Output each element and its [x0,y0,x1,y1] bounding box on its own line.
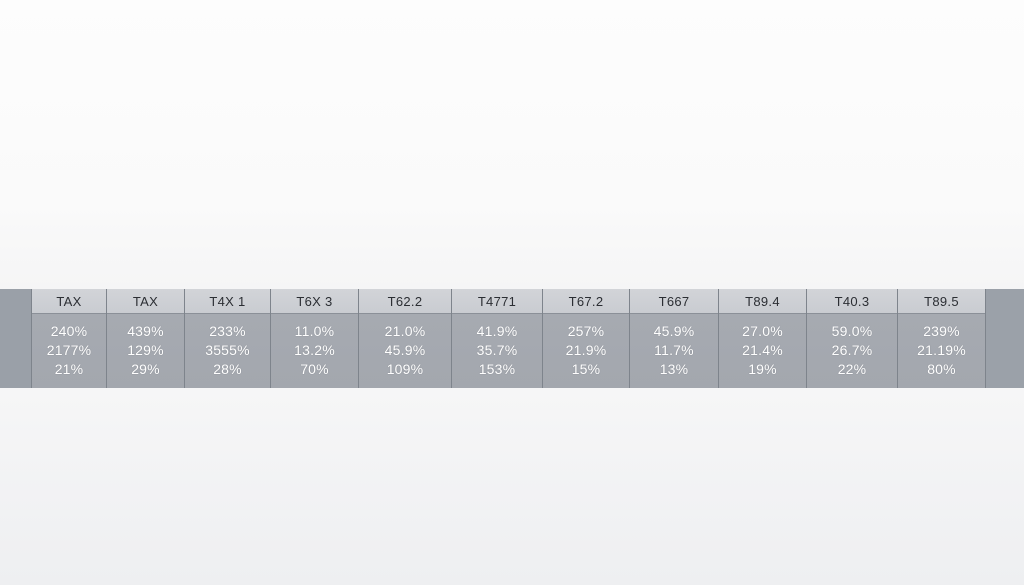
table-cell: 27.0% [742,323,783,339]
table-cell: 13.2% [294,342,335,358]
table-cell: 439% [127,323,164,339]
table-cell: 26.7% [831,342,873,358]
column-header: TAX [32,289,106,314]
column-header: T4X 1 [185,289,270,314]
table-cell: 21.4% [742,342,783,358]
column-body: 257% 21.9% 15% [543,314,629,388]
table-cell: 59.0% [831,323,873,339]
band-right-edge [986,289,1024,388]
column-body: 21.0% 45.9% 109% [359,314,451,388]
column-header: T62.2 [359,289,451,314]
table-column: T667 45.9% 11.7% 13% [630,289,719,388]
table-cell: 13% [659,361,689,377]
table-cell: 41.9% [476,323,518,339]
table-column: T89.5 239% 21.19% 80% [898,289,986,388]
table-column: T62.2 21.0% 45.9% 109% [359,289,452,388]
page-background-top [0,0,1024,289]
table-column: T6X 3 11.0% 13.2% 70% [271,289,359,388]
table-cell: 45.9% [384,342,426,358]
table-cell: 11.0% [294,323,335,339]
table-cell: 28% [213,361,242,377]
table-column: TAX 439% 129% 29% [107,289,185,388]
column-header: T89.4 [719,289,806,314]
table-cell: 3555% [205,342,250,358]
column-body: 233% 3555% 28% [185,314,270,388]
table-column: T40.3 59.0% 26.7% 22% [807,289,898,388]
table-cell: 233% [209,323,246,339]
page-background-bottom [0,388,1024,585]
column-header: T89.5 [898,289,985,314]
table-column: T4771 41.9% 35.7% 153% [452,289,543,388]
column-body: 439% 129% 29% [107,314,184,388]
table-column: T67.2 257% 21.9% 15% [543,289,630,388]
column-body: 41.9% 35.7% 153% [452,314,542,388]
column-header: T6X 3 [271,289,358,314]
table-column: TAX 240% 2177% 21% [32,289,107,388]
table-cell: 19% [748,361,777,377]
table-cell: 35.7% [476,342,518,358]
table-cell: 45.9% [653,323,695,339]
table-cell: 2177% [46,342,92,358]
column-header: T67.2 [543,289,629,314]
table-cell: 70% [300,361,329,377]
column-body: 45.9% 11.7% 13% [630,314,718,388]
column-header: T40.3 [807,289,897,314]
column-body: 11.0% 13.2% 70% [271,314,358,388]
table-column: T89.4 27.0% 21.4% 19% [719,289,807,388]
table-cell: 11.7% [654,342,694,358]
table-cell: 80% [927,361,956,377]
table-cell: 21.0% [384,323,426,339]
band-left-edge [0,289,31,388]
column-body: 240% 2177% 21% [32,314,106,388]
column-body: 239% 21.19% 80% [898,314,985,388]
tax-table: TAX 240% 2177% 21% TAX 439% 129% 29% T4X… [31,289,987,388]
column-header: T667 [630,289,718,314]
table-cell: 29% [131,361,160,377]
table-cell: 129% [127,342,164,358]
table-cell: 21.19% [917,342,966,358]
table-cell: 240% [50,323,88,339]
table-cell: 239% [923,323,960,339]
table-column: T4X 1 233% 3555% 28% [185,289,271,388]
column-header: TAX [107,289,184,314]
table-cell: 21% [54,361,84,377]
table-cell: 109% [386,361,424,377]
table-cell: 21.9% [565,342,607,358]
column-body: 27.0% 21.4% 19% [719,314,806,388]
column-body: 59.0% 26.7% 22% [807,314,897,388]
column-header: T4771 [452,289,542,314]
table-cell: 22% [837,361,867,377]
table-cell: 257% [567,323,605,339]
table-cell: 153% [478,361,516,377]
table-cell: 15% [571,361,601,377]
